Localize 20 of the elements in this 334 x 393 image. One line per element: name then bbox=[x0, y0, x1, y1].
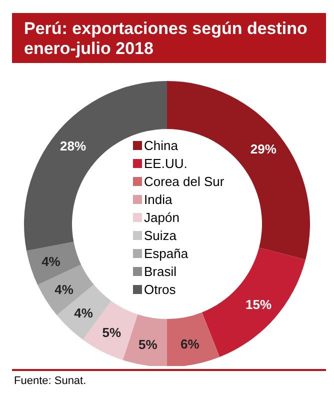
legend-label: España bbox=[144, 246, 189, 261]
data-label: 4% bbox=[42, 254, 61, 270]
data-label: 29% bbox=[250, 142, 277, 157]
source-note: Fuente: Sunat. bbox=[14, 375, 86, 387]
data-label: 5% bbox=[102, 325, 122, 340]
legend-label: EE.UU. bbox=[144, 156, 188, 171]
legend-label: China bbox=[144, 138, 179, 153]
data-label: 28% bbox=[60, 138, 86, 154]
data-label: 5% bbox=[138, 337, 158, 352]
data-label: 6% bbox=[180, 336, 200, 352]
chart-title: Perú: exportaciones según destino enero-julio 2018 bbox=[12, 13, 326, 63]
legend-label: Corea del Sur bbox=[144, 174, 225, 189]
legend-label: Japón bbox=[144, 210, 180, 225]
legend-label: Otros bbox=[144, 282, 176, 297]
legend-label: India bbox=[144, 192, 173, 207]
data-label: 15% bbox=[246, 297, 272, 312]
data-label: 4% bbox=[74, 305, 94, 320]
legend-label: Suiza bbox=[144, 228, 178, 243]
legend-label: Brasil bbox=[144, 264, 177, 279]
data-label: 4% bbox=[54, 282, 74, 297]
